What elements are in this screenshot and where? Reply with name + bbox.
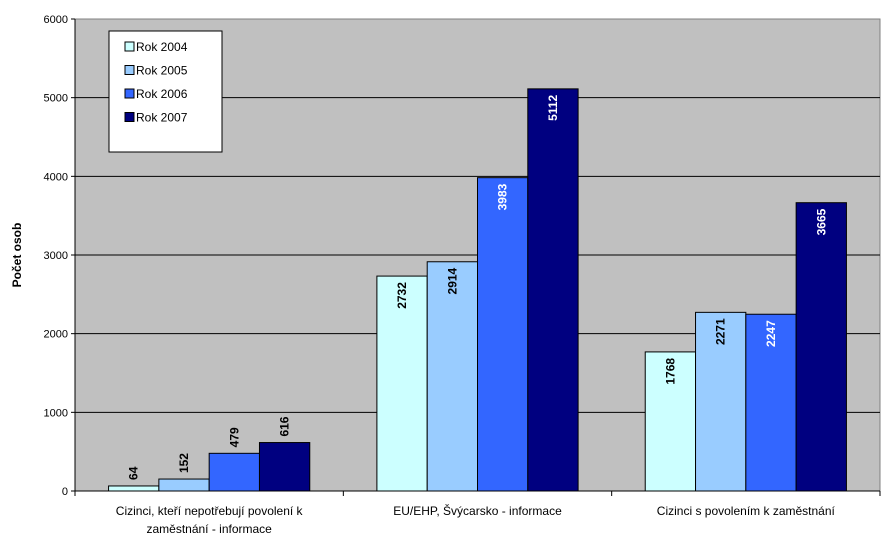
bars: 64 152 479 616 2732 2914 3983 5112 1768 2271 2247 3…	[108, 88, 847, 492]
legend-swatch	[124, 65, 135, 75]
data-label: 152	[177, 453, 191, 473]
x-tick-label: Cizinci, kteří nepotřebují povolení k	[116, 504, 304, 518]
data-label: 2247	[764, 320, 778, 347]
bar	[795, 202, 847, 492]
data-label: 1768	[663, 358, 677, 385]
y-axis: 0 1000 2000 3000 4000 5000 6000	[44, 14, 76, 498]
bar	[477, 177, 529, 492]
data-label: 2732	[395, 282, 409, 309]
x-axis: Cizinci, kteří nepotřebují povolení k zam…	[74, 490, 881, 536]
y-tick-label: 4000	[44, 171, 68, 183]
data-label: 2914	[445, 267, 459, 294]
x-tick-label: Cizinci s povolením k zaměstnání	[657, 504, 836, 518]
legend-label: Rok 2004	[136, 40, 188, 54]
bar	[158, 478, 210, 492]
bar	[426, 261, 479, 492]
legend: Rok 2004 Rok 2005 Rok 2006 Rok 2007	[108, 30, 223, 153]
bar	[258, 442, 311, 492]
legend-label: Rok 2005	[136, 64, 188, 78]
x-tick-label: zaměstnání - informace	[146, 522, 272, 536]
data-label: 64	[127, 466, 141, 480]
data-label: 3983	[496, 183, 510, 210]
y-tick-label: 6000	[44, 14, 68, 26]
data-label: 2271	[714, 318, 728, 345]
y-tick-label: 2000	[44, 329, 68, 341]
y-tick-label: 3000	[44, 250, 68, 262]
y-tick-label: 1000	[44, 407, 68, 419]
y-axis-label: Počet osob	[10, 223, 24, 288]
y-tick-label: 5000	[44, 93, 68, 105]
bar	[745, 313, 797, 492]
legend-swatch	[124, 41, 135, 52]
bar	[376, 275, 428, 492]
legend-swatch	[124, 112, 135, 122]
data-label: 3665	[814, 208, 828, 235]
legend-label: Rok 2007	[136, 111, 188, 125]
data-label: 616	[278, 416, 292, 436]
bar	[108, 485, 160, 492]
x-tick-label: EU/EHP, Švýcarsko - informace	[393, 503, 562, 518]
y-tick-label: 0	[62, 486, 68, 498]
bar	[527, 88, 579, 492]
data-label: 479	[227, 427, 241, 447]
bar	[208, 452, 260, 492]
legend-swatch	[124, 88, 135, 99]
data-label: 5112	[546, 95, 560, 121]
legend-label: Rok 2006	[136, 87, 188, 101]
